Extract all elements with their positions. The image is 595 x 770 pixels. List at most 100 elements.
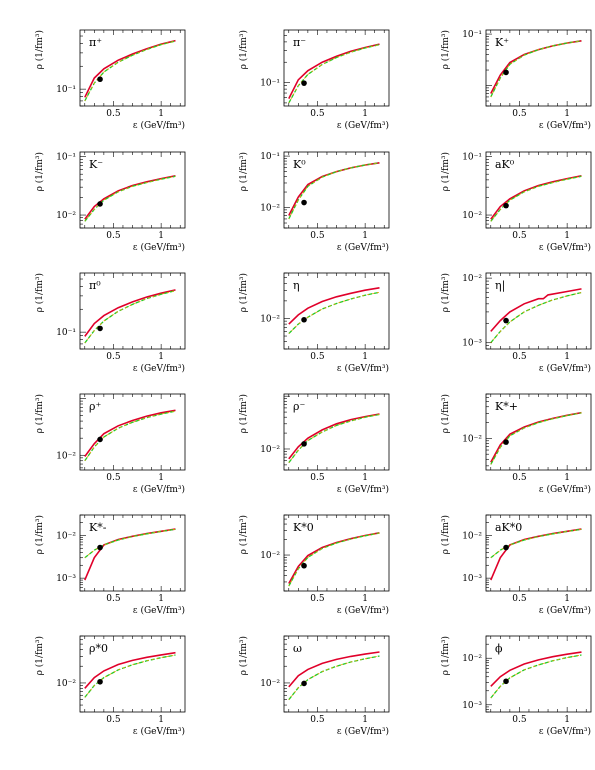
x-tick-label: 0.5 — [106, 352, 121, 362]
y-axis-label: ρ (1/fm³) — [440, 515, 451, 554]
y-axis-label: ρ (1/fm³) — [440, 636, 451, 675]
series-dashed-orange-line — [490, 654, 582, 699]
y-tick-label: 10⁻¹ — [462, 153, 482, 163]
series-main-line — [490, 175, 582, 220]
particle-label: K*- — [89, 521, 107, 534]
y-tick-label: 10⁻² — [56, 531, 76, 541]
y-tick-label: 10⁻² — [260, 551, 280, 561]
panel-pi_zero: 0.5 1 10⁻¹ ε (GeV/fm³) ρ (1/fm³) π⁰ — [34, 272, 186, 374]
data-point-marker — [301, 562, 307, 569]
x-axis-label: ε (GeV/fm³) — [133, 120, 185, 131]
data-point-marker — [503, 678, 509, 685]
series-main-line — [288, 413, 380, 460]
series-dashed-orange-line — [490, 412, 582, 465]
y-axis-label: ρ (1/fm³) — [238, 636, 249, 675]
x-axis-label: ε (GeV/fm³) — [337, 363, 389, 374]
panel-k_zero: 0.5 1 10⁻¹ 10⁻² ε (GeV/fm³) ρ (1/fm³) K⁰ — [238, 151, 390, 253]
data-point-marker — [503, 202, 509, 209]
data-point-marker — [503, 69, 509, 76]
series-main-line — [84, 289, 176, 337]
series-dashed-orange-line — [84, 290, 176, 344]
x-axis-label: ε (GeV/fm³) — [133, 363, 185, 374]
panel-k_star_minus: 0.5 1 10⁻² 10⁻³ ε (GeV/fm³) ρ (1/fm³) K*- — [34, 514, 186, 616]
y-axis-label: ρ (1/fm³) — [34, 394, 45, 433]
particle-label: ϕ — [495, 642, 503, 655]
y-axis-label: ρ (1/fm³) — [238, 394, 249, 433]
y-axis-label: ρ (1/fm³) — [34, 515, 45, 554]
x-tick-label: 1 — [564, 109, 570, 119]
series-dashed-green-line — [490, 40, 582, 98]
x-tick-label: 0.5 — [310, 231, 325, 241]
x-tick-label: 0.5 — [310, 352, 325, 362]
series-dashed-orange-line — [490, 292, 582, 343]
data-point-marker — [503, 544, 509, 551]
series-dashed-orange-line — [84, 410, 176, 462]
data-point-marker — [301, 680, 307, 687]
x-tick-label: 1 — [564, 473, 570, 483]
x-axis-label: ε (GeV/fm³) — [133, 605, 185, 616]
x-tick-label: 1 — [564, 715, 570, 725]
x-tick-label: 1 — [564, 352, 570, 362]
x-tick-label: 0.5 — [512, 109, 527, 119]
series-main-line — [288, 651, 380, 688]
y-tick-label: 10⁻¹ — [56, 328, 76, 338]
series-dashed-orange-line — [84, 40, 176, 102]
panel-k_minus: 0.5 1 10⁻¹ 10⁻² ε (GeV/fm³) ρ (1/fm³) K⁻ — [34, 151, 186, 253]
x-axis-label: ε (GeV/fm³) — [337, 484, 389, 495]
series-dashed-green-line — [288, 43, 380, 104]
y-tick-label: 10⁻¹ — [462, 30, 482, 40]
particle-label: K*+ — [495, 400, 518, 413]
series-dashed-orange-line — [490, 175, 582, 222]
y-axis-label: ρ (1/fm³) — [238, 30, 249, 69]
x-axis-label: ε (GeV/fm³) — [337, 726, 389, 737]
y-tick-label: 10⁻¹ — [56, 85, 76, 95]
x-axis-label: ε (GeV/fm³) — [133, 726, 185, 737]
x-tick-label: 0.5 — [310, 109, 325, 119]
particle-label: K⁰ — [293, 158, 306, 171]
y-tick-label: 10⁻² — [462, 434, 482, 444]
x-axis-label: ε (GeV/fm³) — [539, 605, 591, 616]
series-main-line — [288, 43, 380, 99]
x-axis-label: ε (GeV/fm³) — [133, 484, 185, 495]
panel-pi_plus: 0.5 1 10⁻¹ ε (GeV/fm³) ρ (1/fm³) π⁺ — [34, 29, 186, 131]
y-axis-label: ρ (1/fm³) — [34, 636, 45, 675]
x-axis-label: ε (GeV/fm³) — [133, 242, 185, 253]
data-point-marker — [301, 80, 307, 86]
y-tick-label: 10⁻² — [260, 445, 280, 455]
particle-label: aK*0 — [495, 521, 522, 534]
series-dashed-green-line — [84, 654, 176, 698]
y-axis-label: ρ (1/fm³) — [440, 30, 451, 69]
series-dashed-green-line — [288, 162, 380, 220]
particle-label: π⁺ — [89, 36, 102, 49]
x-tick-label: 0.5 — [310, 473, 325, 483]
x-tick-label: 1 — [564, 231, 570, 241]
series-main-line — [84, 409, 176, 457]
y-axis-label: ρ (1/fm³) — [238, 152, 249, 191]
y-tick-label: 10⁻² — [260, 314, 280, 324]
y-tick-label: 10⁻³ — [462, 574, 482, 584]
data-point-marker — [301, 441, 307, 447]
x-tick-label: 1 — [158, 473, 164, 483]
y-tick-label: 10⁻² — [462, 211, 482, 221]
data-point-marker — [301, 199, 307, 206]
y-tick-label: 10⁻² — [56, 211, 76, 221]
x-tick-label: 1 — [362, 231, 368, 241]
panel-k_star_zero: 0.5 1 10⁻² ε (GeV/fm³) ρ (1/fm³) K*0 — [238, 514, 390, 616]
particle-label: η| — [495, 279, 505, 293]
series-dashed-green-line — [84, 40, 176, 102]
particle-label: π⁻ — [293, 36, 306, 49]
data-point-marker — [97, 544, 103, 551]
y-axis-label: ρ (1/fm³) — [34, 152, 45, 191]
y-tick-label: 10⁻² — [462, 531, 482, 541]
series-main-line — [288, 287, 380, 325]
panel-eta: 0.5 1 10⁻² ε (GeV/fm³) ρ (1/fm³) η — [238, 272, 390, 374]
x-axis-label: ε (GeV/fm³) — [539, 242, 591, 253]
y-tick-label: 10⁻³ — [462, 339, 482, 349]
data-point-marker — [97, 325, 103, 332]
data-point-marker — [301, 316, 307, 323]
series-dashed-green-line — [490, 175, 582, 222]
series-dashed-orange-line — [288, 291, 380, 334]
series-dashed-green-line — [490, 654, 582, 699]
particle-label: ρ⁻ — [293, 400, 305, 413]
x-tick-label: 0.5 — [106, 473, 121, 483]
